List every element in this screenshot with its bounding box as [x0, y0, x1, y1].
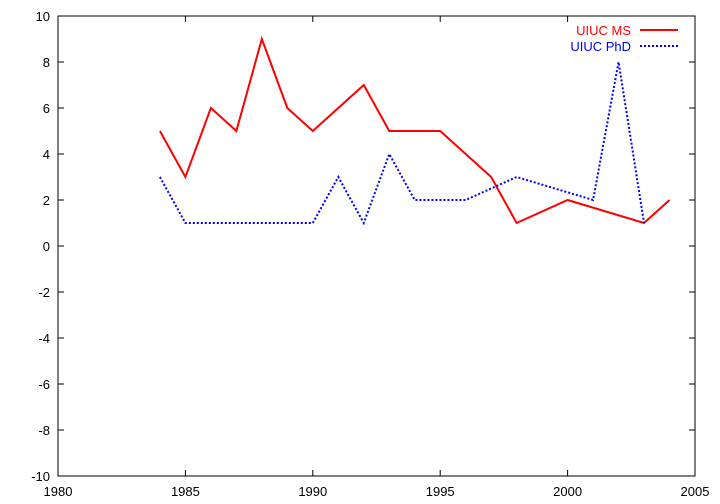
legend-label-uiuc-ms: UIUC MS — [576, 23, 631, 38]
data-series — [159, 35, 671, 226]
x-tick-label: 2005 — [681, 484, 710, 499]
x-tick-label: 1980 — [44, 484, 73, 499]
series-line-uiuc-ms — [159, 35, 671, 225]
x-tick-label: 2000 — [553, 484, 582, 499]
y-tick-label: -6 — [38, 377, 50, 392]
x-tick-label: 1995 — [426, 484, 455, 499]
y-tick-label: 6 — [43, 101, 50, 116]
y-tick-label: -10 — [31, 469, 50, 484]
y-tick-label: -4 — [38, 331, 50, 346]
axis-ticks — [57, 15, 696, 477]
legend-label-uiuc-phd: UIUC PhD — [570, 39, 631, 54]
x-tick-label: 1990 — [298, 484, 327, 499]
y-tick-label: -8 — [38, 423, 50, 438]
y-tick-label: 4 — [43, 147, 50, 162]
plot-frame — [57, 15, 696, 477]
x-tick-label: 1985 — [171, 484, 200, 499]
axis-tick-labels: 1980 1985 1990 1995 2000 2005 -10 -8 -6 -4 -2 0 2 4 6 8… — [31, 9, 709, 499]
series-line-uiuc-phd — [159, 61, 646, 226]
y-tick-label: 8 — [43, 55, 50, 70]
y-tick-label: 2 — [43, 193, 50, 208]
y-tick-label: 0 — [43, 239, 50, 254]
y-tick-label: -2 — [38, 285, 50, 300]
y-tick-label: 10 — [36, 9, 50, 24]
